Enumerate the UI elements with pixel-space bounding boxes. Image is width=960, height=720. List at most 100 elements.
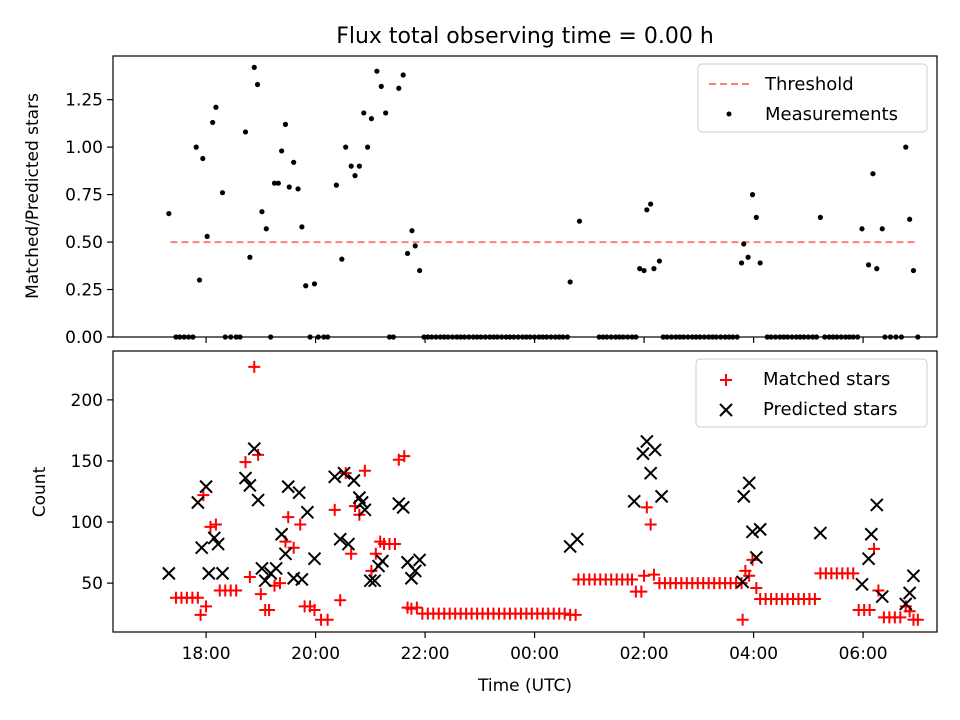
predicted-star-point xyxy=(906,569,921,583)
measurement-point xyxy=(757,260,763,266)
measurement-point xyxy=(404,250,411,257)
matched-star-point xyxy=(398,450,411,463)
predicted-star-point xyxy=(368,573,382,588)
predicted-star-point xyxy=(194,540,209,555)
measurement-point xyxy=(343,144,349,150)
predicted-star-point xyxy=(404,571,419,585)
legend-predicted-label: Predicted stars xyxy=(763,399,897,420)
matched-star-point xyxy=(635,585,648,598)
matched-star-point xyxy=(626,573,639,586)
matched-star-point xyxy=(847,567,860,580)
matched-star-point xyxy=(365,564,378,577)
predicted-star-point xyxy=(570,532,584,546)
predicted-star-point xyxy=(813,526,828,540)
top-panel: 0.00 0.25 0.50 0.75 1.00 1.25 Matched/Predict… xyxy=(23,55,938,348)
predicted-star-point xyxy=(864,527,879,541)
matched-star-point xyxy=(273,577,286,590)
measurement-point xyxy=(311,281,318,287)
measurement-point xyxy=(753,214,759,220)
top-legend-frame xyxy=(697,63,928,133)
chart-title: Flux total observing time = 0.00 h xyxy=(336,24,714,49)
matched-star-point xyxy=(197,489,210,502)
matched-star-point xyxy=(358,464,371,477)
bottom-xtick-label: 02:00 xyxy=(620,644,669,664)
predicted-star-point xyxy=(855,577,869,592)
measurement-point xyxy=(374,68,380,74)
matched-star-point xyxy=(872,584,885,597)
legend-measurements-label: Measurements xyxy=(765,104,898,125)
predicted-star-point xyxy=(735,575,750,589)
measurement-point xyxy=(383,110,389,116)
bottom-xtick-label: 18:00 xyxy=(182,644,231,664)
predicted-star-point xyxy=(269,561,283,576)
measurement-point xyxy=(242,129,249,135)
bottom-panel-yticks: 50 100 150 200 xyxy=(71,391,113,594)
measurement-point xyxy=(333,182,339,188)
bottom-xtick-label: 04:00 xyxy=(729,644,778,664)
matched-star-point xyxy=(339,467,352,480)
measurement-point xyxy=(200,155,206,162)
matched-star-point xyxy=(321,613,334,626)
predicted-star-point xyxy=(341,537,356,551)
predicted-star-point xyxy=(255,561,269,576)
predicted-star-point xyxy=(375,554,390,568)
measurement-point xyxy=(219,190,226,196)
measurement-point xyxy=(286,184,292,190)
top-panel-yticks: 0.00 0.25 0.50 0.75 1.00 1.25 xyxy=(65,91,113,348)
measurement-point xyxy=(903,144,909,150)
top-panel-ylabel: Matched/Predicted stars xyxy=(23,93,43,299)
predicted-star-point xyxy=(281,479,295,494)
predicted-star-point xyxy=(333,532,347,546)
bottom-legend: Matched stars Predicted stars xyxy=(695,358,928,428)
bottom-panel: 50 100 150 200 18:00 20:00 22:00 00:00 02:00 04:… xyxy=(30,350,938,696)
top-ytick-label: 0.50 xyxy=(65,233,103,253)
measurement-point xyxy=(196,277,203,283)
measurement-point xyxy=(204,233,210,239)
legend-threshold-label: Threshold xyxy=(764,74,854,95)
measurement-point xyxy=(254,81,261,88)
matched-star-point xyxy=(191,591,204,604)
measurement-point xyxy=(263,226,269,232)
measurement-point xyxy=(259,209,265,215)
matched-star-point xyxy=(644,518,657,531)
matched-star-point xyxy=(410,601,423,614)
matched-star-point xyxy=(200,600,213,613)
top-ytick-label: 1.00 xyxy=(65,138,103,158)
predicted-star-point xyxy=(745,525,760,539)
measurement-point xyxy=(361,110,367,116)
predicted-star-point xyxy=(899,597,913,611)
matched-star-point xyxy=(369,547,382,560)
top-ytick-label: 0.00 xyxy=(65,328,103,348)
matched-star-point xyxy=(743,569,756,582)
bottom-xtick-label: 20:00 xyxy=(291,644,340,664)
predicted-star-point xyxy=(202,566,216,581)
matched-stars-series xyxy=(169,360,924,626)
measurement-point xyxy=(817,214,823,220)
measurement-point xyxy=(576,218,583,224)
predicted-star-point xyxy=(215,566,230,581)
measurement-point xyxy=(745,254,751,260)
predicted-star-point xyxy=(211,537,225,551)
measurement-point xyxy=(870,171,876,177)
measurement-point xyxy=(251,64,257,70)
measurement-point xyxy=(213,104,219,110)
measurement-point xyxy=(865,262,872,268)
matched-star-point xyxy=(638,569,651,582)
matched-star-point xyxy=(287,541,300,554)
matched-star-point xyxy=(894,611,907,624)
matched-star-point xyxy=(254,588,267,601)
bottom-panel-ylabel: Count xyxy=(30,466,50,517)
legend-matched-label: Matched stars xyxy=(763,369,890,390)
measurement-point xyxy=(247,254,253,260)
legend-matched-swatch xyxy=(720,374,732,386)
measurement-point xyxy=(356,163,362,169)
predicted-star-point xyxy=(238,471,253,485)
measurement-point xyxy=(907,216,913,222)
predicted-star-point xyxy=(274,527,289,541)
measurement-point xyxy=(910,267,917,274)
predicted-star-point xyxy=(243,478,257,493)
matched-star-point xyxy=(282,511,295,524)
matched-star-point xyxy=(252,448,265,461)
bottom-panel-xticks: 18:00 20:00 22:00 00:00 02:00 04:00 06:00 xyxy=(182,632,888,664)
measurement-point xyxy=(400,72,406,78)
